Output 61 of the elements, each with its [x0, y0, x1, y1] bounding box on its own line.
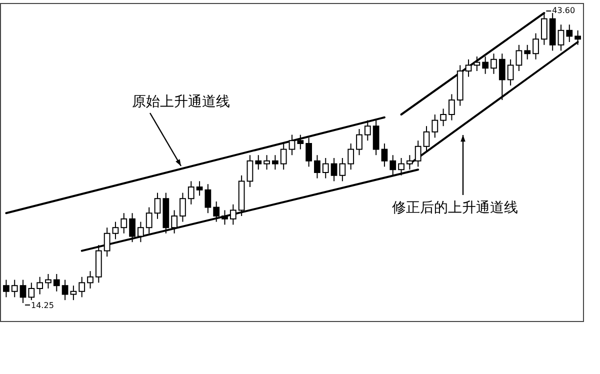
candlestick — [87, 270, 94, 289]
candlestick — [482, 56, 489, 74]
candlestick — [364, 120, 371, 142]
candlestick — [138, 221, 144, 243]
candlestick — [381, 143, 388, 168]
candlestick — [314, 154, 320, 179]
candlestick — [432, 114, 438, 138]
annotation: 修正后的上升通道线 — [392, 200, 518, 216]
candlestick — [264, 154, 270, 170]
candlestick — [558, 24, 564, 52]
candlestick — [230, 204, 236, 226]
candlestick — [507, 58, 514, 86]
candlestick — [11, 279, 18, 298]
candlestick — [213, 201, 220, 222]
annotation: 原始上升通道线 — [132, 94, 230, 110]
candlestick — [280, 143, 287, 170]
candlestick — [45, 274, 52, 289]
candlestick — [53, 274, 60, 292]
candlestick — [112, 221, 119, 240]
candlestick — [28, 282, 35, 301]
candlestick — [490, 53, 497, 74]
candlestick — [154, 192, 161, 220]
candlestick — [474, 56, 480, 72]
candlestick — [423, 126, 430, 153]
candlestick — [516, 44, 522, 72]
candlestick — [20, 279, 26, 304]
candlestick — [330, 158, 338, 182]
candlestick — [288, 134, 296, 156]
candlestick — [129, 212, 136, 243]
candlestick — [566, 24, 573, 42]
candlestick — [70, 285, 77, 301]
candlestick — [204, 184, 212, 214]
candlestick — [465, 58, 472, 78]
candlestick — [171, 210, 178, 234]
candlestick — [498, 53, 506, 100]
candlestick — [255, 154, 262, 170]
candlestick — [372, 120, 380, 156]
annotation: 14.25 — [31, 301, 54, 310]
candlestick — [196, 180, 203, 196]
candlestick — [532, 32, 539, 60]
candlestick — [356, 128, 362, 156]
candlestick — [440, 108, 446, 127]
candlestick — [78, 276, 86, 298]
candlestick — [188, 180, 194, 205]
candlestick — [448, 94, 455, 121]
candlestick — [246, 154, 254, 188]
candlestick — [322, 158, 329, 179]
candlestick — [146, 206, 152, 234]
candlestick — [3, 279, 10, 298]
candlestick — [272, 154, 278, 170]
candlestick — [306, 137, 312, 168]
candlestick — [297, 134, 304, 150]
candlestick — [339, 158, 346, 182]
annotation: 43.60 — [552, 6, 576, 15]
candlestick — [222, 210, 228, 226]
candlestick — [36, 276, 44, 295]
candlestick — [524, 44, 531, 60]
candlestick — [120, 212, 128, 234]
candlestick — [62, 279, 68, 301]
candlestick — [180, 192, 186, 222]
candlestick — [348, 143, 354, 170]
